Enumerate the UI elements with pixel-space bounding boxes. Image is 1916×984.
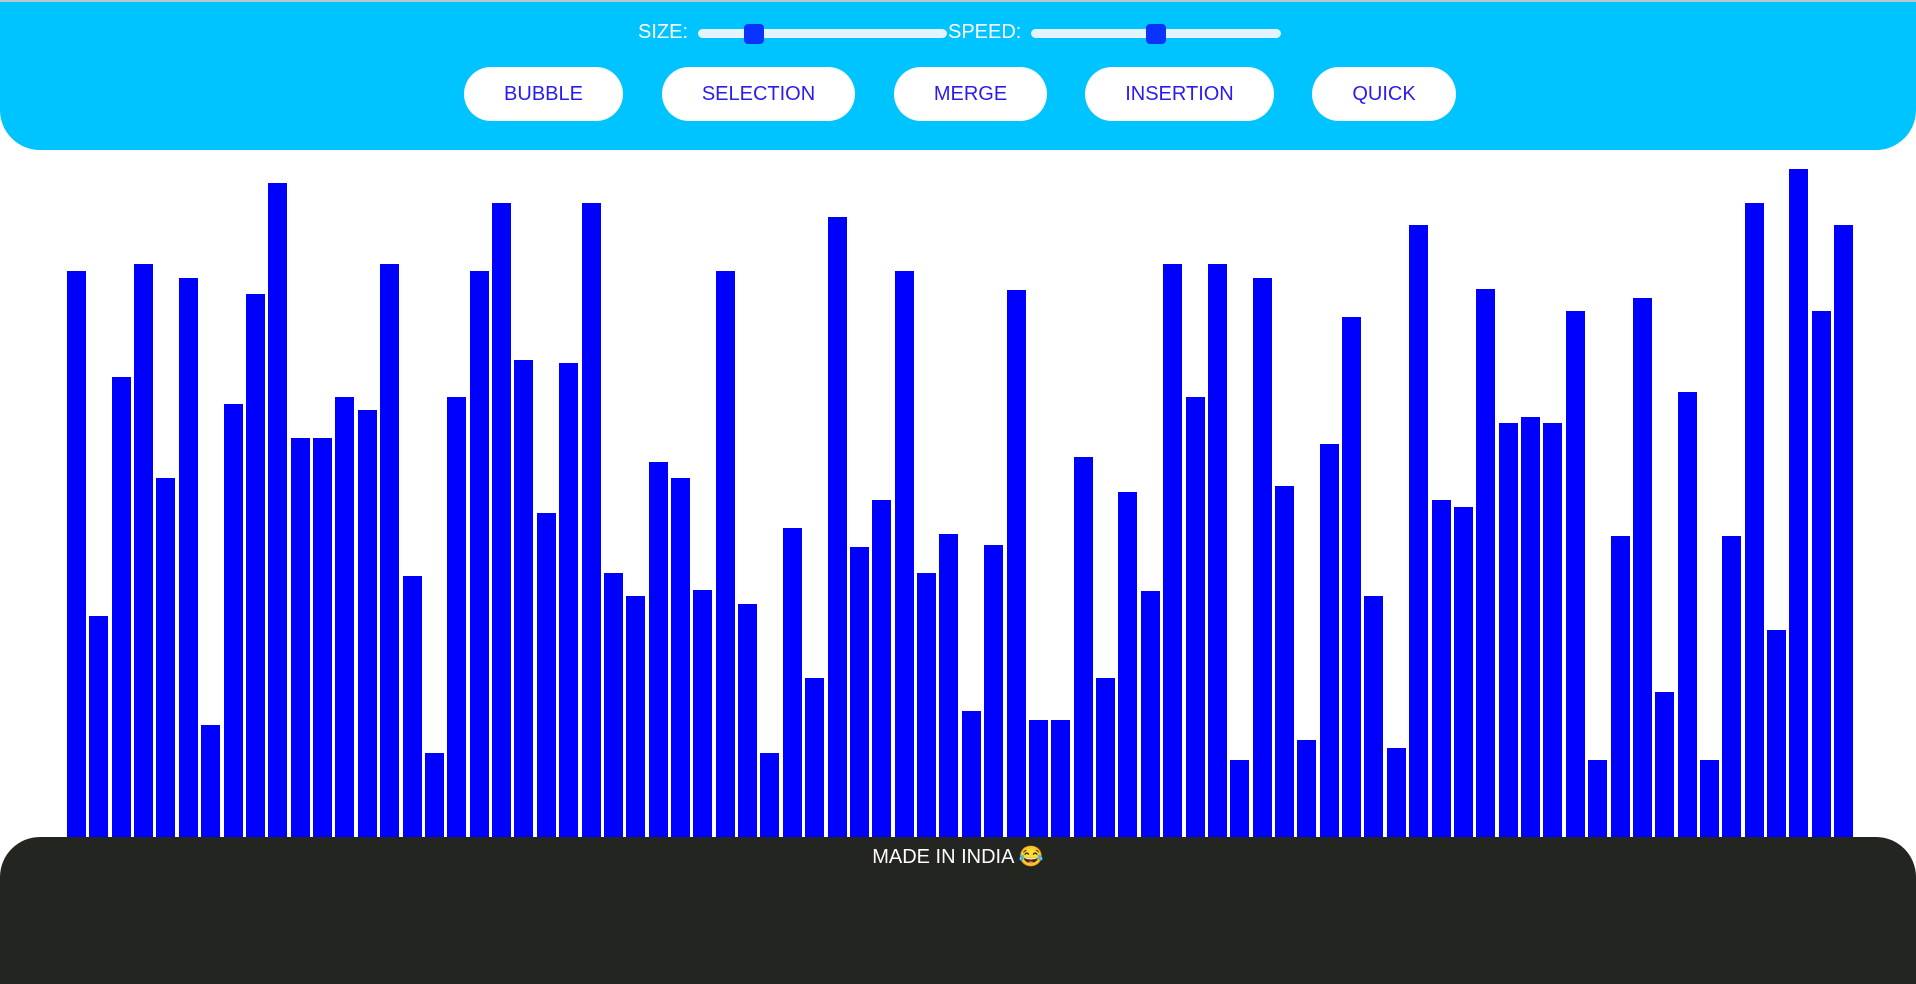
array-bar [917, 573, 936, 837]
speed-slider-thumb[interactable] [1146, 24, 1166, 44]
array-bar [335, 397, 354, 837]
array-bar [1253, 278, 1272, 837]
insertion-sort-button[interactable]: INSERTION [1085, 67, 1274, 121]
array-bar [1208, 264, 1227, 837]
array-bar [403, 576, 422, 837]
array-bar [559, 363, 578, 837]
array-bar [67, 271, 86, 837]
array-bar [649, 462, 668, 837]
array-bar [1834, 225, 1853, 837]
array-bar [156, 478, 175, 837]
array-bar [224, 404, 243, 837]
array-bar [1611, 536, 1630, 837]
array-bar [783, 528, 802, 837]
selection-sort-button[interactable]: SELECTION [662, 67, 855, 121]
merge-sort-button[interactable]: MERGE [894, 67, 1047, 121]
array-bar [828, 217, 847, 837]
array-bar [760, 753, 779, 837]
array-bar [358, 410, 377, 837]
array-bar [1633, 298, 1652, 837]
array-bar [1409, 225, 1428, 837]
array-bar [693, 590, 712, 837]
array-bar [984, 545, 1003, 837]
array-bar [626, 596, 645, 837]
array-bar [895, 271, 914, 837]
array-bar [1074, 457, 1093, 837]
array-bar [738, 604, 757, 837]
array-bar [1342, 317, 1361, 837]
array-bar [179, 278, 198, 837]
array-bar [962, 711, 981, 837]
array-bar [268, 183, 287, 837]
speed-slider[interactable] [1031, 24, 1281, 44]
array-bar [1789, 169, 1808, 837]
array-bar [1543, 423, 1562, 837]
array-bar [1521, 417, 1540, 837]
array-bar [1767, 630, 1786, 837]
array-bar [112, 377, 131, 837]
array-bar [582, 203, 601, 837]
array-bar [1678, 392, 1697, 837]
array-bar [850, 547, 869, 837]
control-header: SIZE: SPEED: BUBBLE SELECTION MERGE INSE… [0, 2, 1916, 150]
array-bar [514, 360, 533, 837]
quick-sort-button[interactable]: QUICK [1312, 67, 1456, 121]
array-bar [1812, 311, 1831, 837]
array-bar [716, 271, 735, 837]
array-bar [447, 397, 466, 837]
footer: MADE IN INDIA 😂 [0, 837, 1916, 984]
array-bar [1186, 397, 1205, 837]
size-label: SIZE: [638, 21, 689, 43]
array-bar [313, 438, 332, 837]
array-bar [134, 264, 153, 837]
array-bar [1297, 740, 1316, 837]
array-bar [470, 271, 489, 837]
array-bar [1700, 760, 1719, 837]
array-bar [872, 500, 891, 837]
array-bar [1320, 444, 1339, 837]
speed-label: SPEED: [948, 21, 1022, 43]
bubble-sort-button[interactable]: BUBBLE [464, 67, 623, 121]
array-bar [1141, 591, 1160, 837]
array-bar [1275, 486, 1294, 837]
array-bar [1655, 692, 1674, 837]
array-bar [1588, 760, 1607, 837]
footer-text: MADE IN INDIA 😂 [872, 846, 1044, 868]
array-bar [939, 534, 958, 837]
array-bar [425, 753, 444, 837]
array-bar [492, 203, 511, 837]
array-bar [537, 513, 556, 837]
array-bar [1096, 678, 1115, 837]
array-bar [1163, 264, 1182, 837]
array-bar [246, 294, 265, 837]
array-bar [1364, 596, 1383, 837]
array-bar [1476, 289, 1495, 837]
array-bar [1118, 492, 1137, 837]
array-bar [1051, 720, 1070, 837]
window-top-border [0, 0, 1916, 2]
array-bar [380, 264, 399, 837]
array-bar [89, 616, 108, 837]
array-bar [201, 725, 220, 837]
array-bar [1029, 720, 1048, 837]
array-bar [1454, 507, 1473, 837]
array-bar [1745, 203, 1764, 837]
array-bar [1387, 748, 1406, 837]
array-bar [671, 478, 690, 837]
array-bar [1566, 311, 1585, 837]
array-bar [1230, 760, 1249, 837]
size-slider-thumb[interactable] [744, 24, 764, 44]
array-bar [604, 573, 623, 837]
array-bar [291, 438, 310, 837]
array-bar [805, 678, 824, 837]
array-bar [1432, 500, 1451, 837]
size-slider[interactable] [698, 24, 947, 44]
array-bar [1499, 423, 1518, 837]
array-bar [1722, 536, 1741, 837]
array-bars [0, 150, 1916, 837]
array-bar [1007, 290, 1026, 837]
